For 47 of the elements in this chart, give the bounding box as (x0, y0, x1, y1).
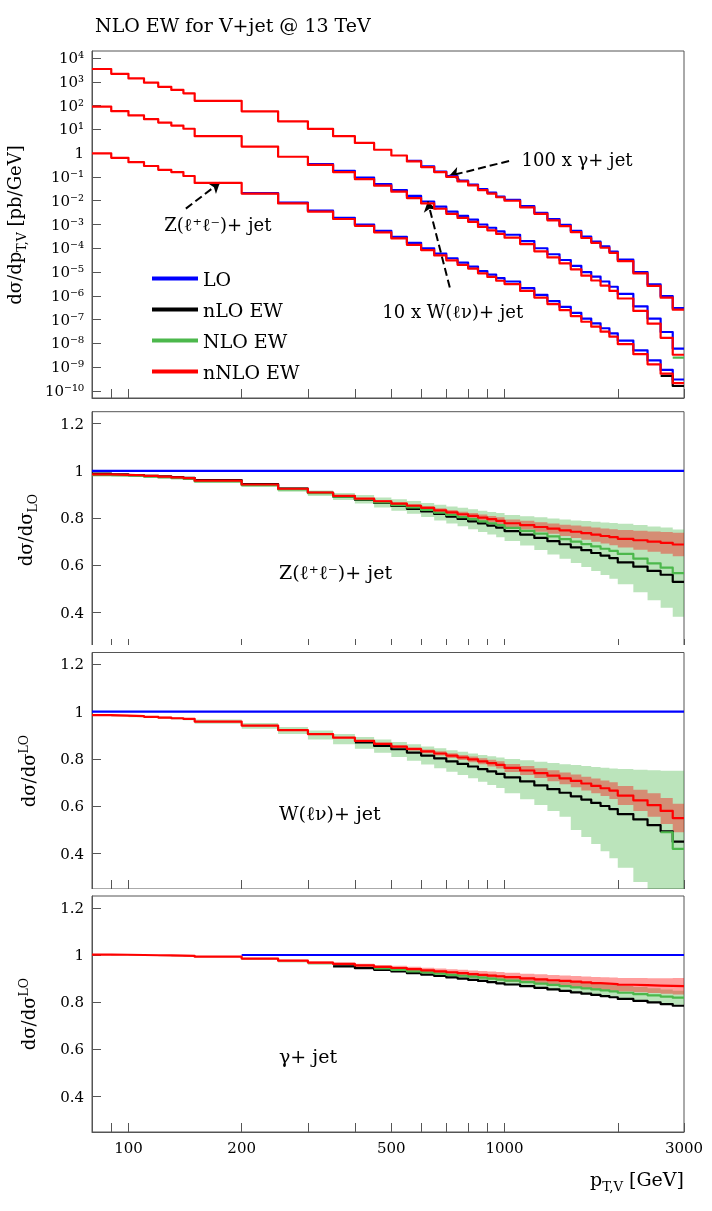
y-tick-label: 10⁻³ (50, 215, 84, 234)
legend-label: nNLO EW (203, 360, 300, 383)
annotation: Z(ℓ⁺ℓ⁻)+ jet (279, 560, 393, 583)
chart-title: NLO EW for V+jet @ 13 TeV (95, 13, 372, 36)
y-tick-label: 0.8 (60, 993, 84, 1012)
y-tick-label: 10⁻⁶ (50, 286, 84, 305)
x-tick-label: 3000 (664, 1138, 704, 1157)
y-tick-label: 1.2 (60, 655, 84, 674)
y-tick-label: 10³ (58, 72, 84, 91)
y-tick-label: 10⁻⁸ (50, 334, 84, 353)
x-tick-label: 100 (114, 1138, 143, 1157)
annotation: Z(ℓ⁺ℓ⁻)+ jet (164, 214, 273, 236)
y-tick-label: 1 (74, 946, 84, 964)
y-tick-label: 10¹ (58, 120, 84, 139)
y-tick-label: 10⁻⁷ (50, 310, 84, 329)
x-tick-label: 500 (377, 1138, 406, 1157)
y-tick-label: 10⁻¹⁰ (44, 381, 84, 400)
y-tick-label: 10² (58, 96, 84, 115)
y-tick-label: 1.2 (60, 414, 84, 433)
y-tick-label: 0.8 (60, 749, 84, 768)
y-tick-label: 10⁴ (58, 49, 84, 68)
y-tick-label: 10⁻⁴ (50, 239, 84, 258)
y-tick-label: 0.4 (60, 844, 84, 863)
y-tick-label: 10⁻² (50, 191, 84, 210)
y-tick-label: 0.4 (60, 1087, 84, 1106)
y-tick-label: 0.6 (60, 1040, 84, 1059)
y-tick-label: 0.4 (60, 603, 84, 622)
x-tick-label: 1000 (485, 1138, 524, 1157)
y-tick-label: 10⁻⁵ (50, 263, 84, 282)
y-tick-label: 10⁻¹ (50, 167, 84, 186)
annotation: 10 x W(ℓν)+ jet (382, 300, 524, 322)
y-tick-label: 10⁻⁹ (50, 358, 84, 377)
y-tick-label: 0.6 (60, 556, 84, 575)
legend-label: NLO EW (203, 329, 288, 352)
y-tick-label: 1 (74, 461, 84, 480)
annotation: W(ℓν)+ jet (279, 801, 382, 824)
y-tick-label: 0.6 (60, 797, 84, 816)
y-tick-label: 0.8 (60, 509, 84, 528)
legend-label: nLO EW (203, 298, 284, 321)
annotation: γ+ jet (279, 1045, 338, 1067)
x-axis-title: p$_{T,V}$ [GeV] (590, 1168, 684, 1194)
legend-label: LO (203, 267, 232, 290)
y-tick-label: 1 (74, 144, 84, 163)
y-tick-label: 1.2 (60, 898, 84, 917)
x-tick-label: 200 (227, 1138, 256, 1157)
annotation: 100 x γ+ jet (521, 149, 634, 171)
y-tick-label: 1 (74, 702, 84, 721)
